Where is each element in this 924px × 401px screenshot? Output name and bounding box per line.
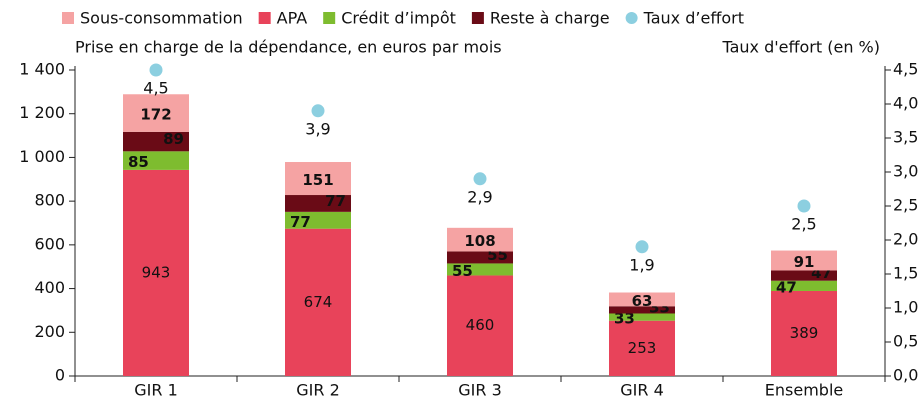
- y2-tick-label: 2,0: [893, 230, 918, 249]
- data-label: 389: [790, 324, 819, 342]
- data-label: 4,5: [143, 79, 168, 98]
- data-label: 89: [163, 130, 184, 148]
- bar-segment: [285, 195, 351, 212]
- bar-segment: [771, 270, 837, 281]
- bar-segment: [771, 290, 837, 376]
- legend-swatch: [323, 12, 336, 24]
- effort-dot: [473, 172, 487, 186]
- data-label: 460: [466, 316, 495, 334]
- bar-segment: [447, 263, 513, 276]
- effort-dot: [797, 199, 811, 213]
- y2-tick-label: 1,0: [893, 298, 918, 317]
- bar-segment: [123, 94, 189, 132]
- data-label: 85: [128, 153, 149, 171]
- data-label: 63: [632, 292, 653, 310]
- y-tick-label: 1 400: [19, 60, 65, 79]
- x-tick-label: Ensemble: [765, 381, 843, 400]
- legend-swatch: [62, 12, 74, 24]
- legend-label: Crédit d’impôt: [341, 9, 456, 28]
- data-label: 33: [614, 310, 635, 328]
- y-tick-label: 200: [34, 322, 65, 341]
- bar-segment: [609, 306, 675, 314]
- data-label: 2,9: [467, 187, 492, 206]
- data-label: 3,9: [305, 119, 330, 138]
- data-label: 2,5: [791, 215, 816, 234]
- data-label: 77: [290, 213, 311, 231]
- legend-swatch: [471, 12, 484, 24]
- y-tick-label: 0: [55, 366, 65, 385]
- bar-segment: [771, 280, 837, 291]
- effort-dot: [311, 104, 325, 118]
- data-label: 47: [776, 278, 797, 296]
- bar-segment: [123, 169, 189, 376]
- x-tick-label: GIR 1: [134, 381, 178, 400]
- y-tick-label: 800: [34, 191, 65, 210]
- bar-segment: [285, 162, 351, 196]
- data-label: 172: [140, 106, 171, 124]
- legend-label: Reste à charge: [490, 9, 610, 28]
- legend-label: APA: [277, 9, 308, 28]
- legend-label: Sous-consommation: [80, 9, 243, 28]
- legend-swatch: [625, 12, 638, 24]
- bar-segment: [771, 250, 837, 271]
- bar-segment: [285, 211, 351, 229]
- legend-swatch: [258, 12, 271, 24]
- y2-tick-label: 2,5: [893, 196, 918, 215]
- bar-segment: [609, 292, 675, 307]
- data-label: 943: [142, 263, 171, 281]
- y2-tick-label: 3,0: [893, 162, 918, 181]
- y2-tick-label: 1,5: [893, 264, 918, 283]
- bar-segment: [123, 131, 189, 152]
- data-label: 108: [464, 232, 495, 250]
- y2-tick-label: 0,5: [893, 332, 918, 351]
- y2-tick-label: 4,0: [893, 94, 918, 113]
- data-label: 1,9: [629, 255, 654, 274]
- y-tick-label: 600: [34, 234, 65, 253]
- bar-segment: [447, 227, 513, 252]
- x-tick-label: GIR 2: [296, 381, 340, 400]
- bar-segment: [609, 313, 675, 321]
- legend-label: Taux d’effort: [643, 9, 744, 28]
- data-label: 151: [302, 171, 333, 189]
- y-tick-label: 400: [34, 278, 65, 297]
- y2-tick-label: 3,5: [893, 128, 918, 147]
- data-label: 91: [794, 253, 815, 271]
- bar-segment: [447, 251, 513, 264]
- bar-segment: [609, 320, 675, 376]
- bar-segment: [285, 228, 351, 376]
- y2-tick-label: 4,5: [893, 60, 918, 79]
- x-tick-label: GIR 4: [620, 381, 664, 400]
- data-label: 77: [325, 192, 346, 210]
- bar-segment: [447, 275, 513, 376]
- data-label: 253: [628, 339, 657, 357]
- y-axis-title: Prise en charge de la dépendance, en eur…: [75, 38, 502, 57]
- y2-tick-label: 0,0: [893, 366, 918, 385]
- x-tick-label: GIR 3: [458, 381, 502, 400]
- data-label: 55: [452, 262, 473, 280]
- bar-segment: [123, 151, 189, 170]
- y-tick-label: 1 000: [19, 147, 65, 166]
- y-tick-label: 1 200: [19, 103, 65, 122]
- effort-dot: [149, 63, 163, 77]
- data-label: 674: [304, 293, 333, 311]
- effort-dot: [635, 240, 649, 254]
- y2-axis-title: Taux d'effort (en %): [721, 38, 880, 57]
